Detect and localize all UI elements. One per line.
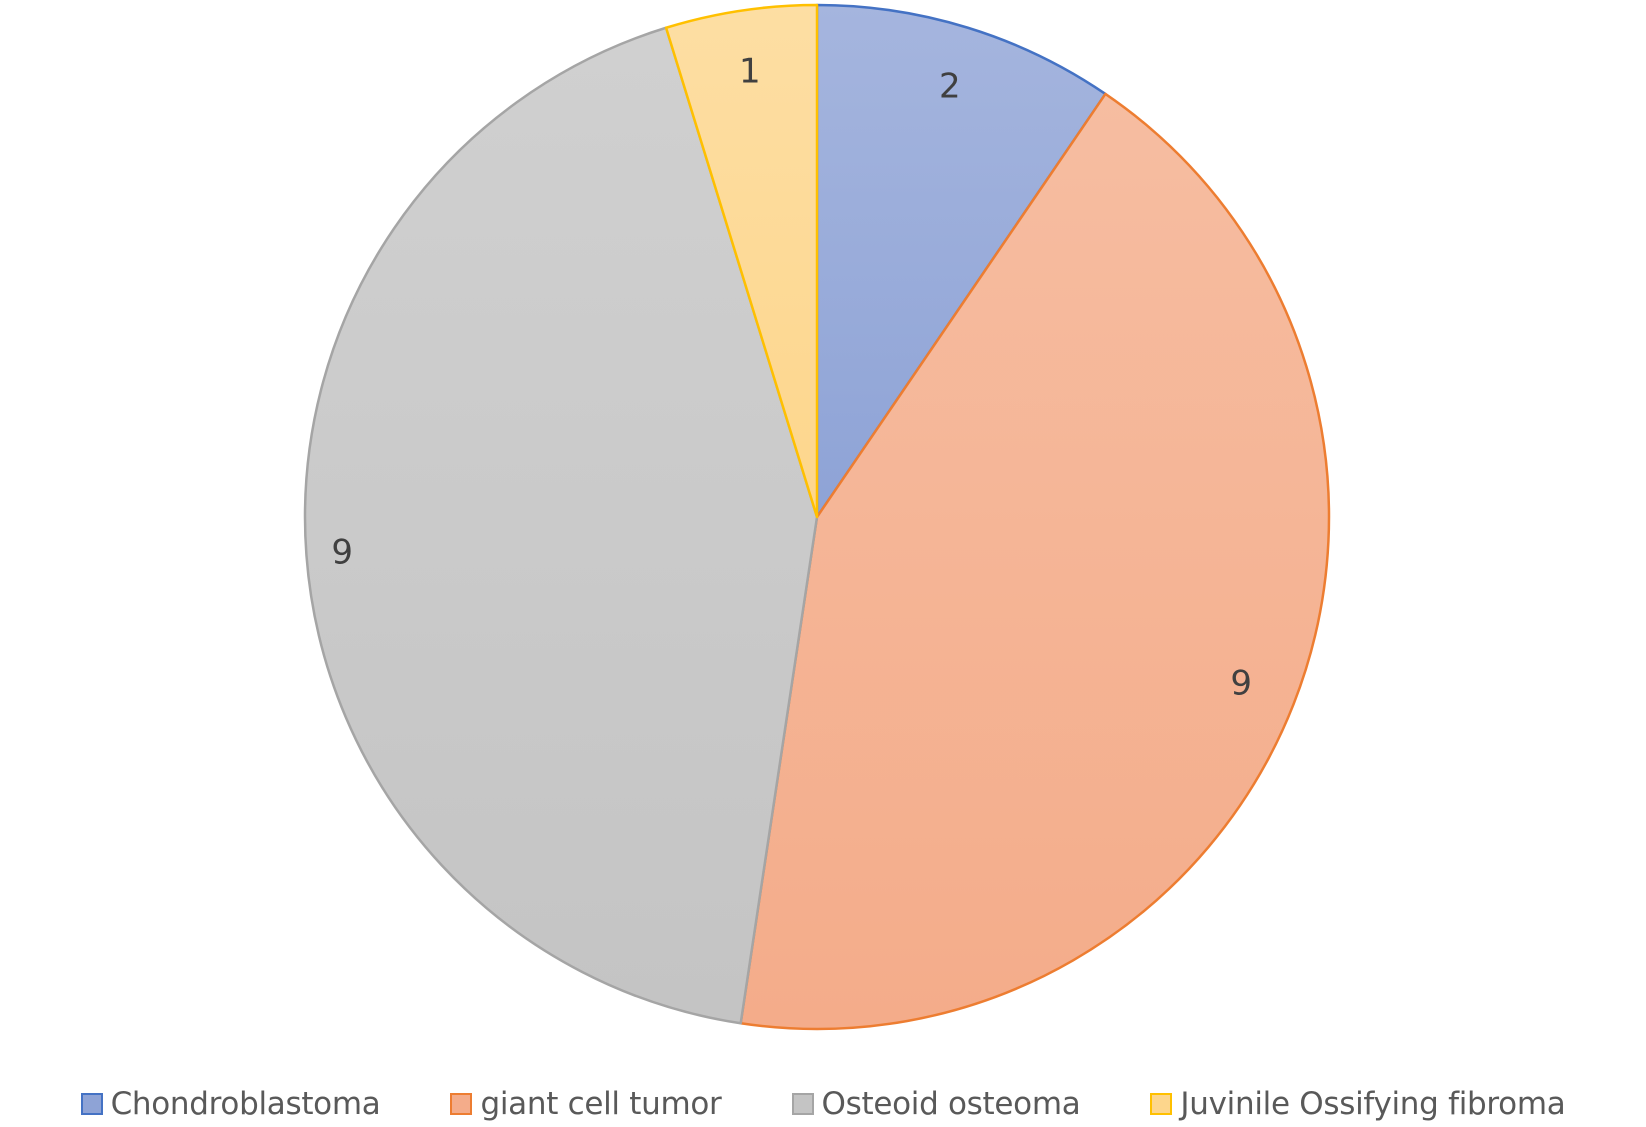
legend: Chondroblastoma giant cell tumor Osteoid… — [0, 1082, 1646, 1126]
legend-item-chondroblastoma: Chondroblastoma — [80, 1086, 381, 1122]
legend-swatch — [450, 1093, 473, 1115]
pie-slice-osteoid-osteoma — [303, 26, 819, 1025]
legend-label: Juvinile Ossifying fibroma — [1180, 1086, 1566, 1122]
data-label: 9 — [331, 533, 353, 573]
legend-item-giant-cell-tumor: giant cell tumor — [450, 1086, 722, 1122]
data-label: 1 — [739, 52, 761, 92]
legend-swatch — [791, 1093, 814, 1115]
legend-swatch — [1150, 1093, 1173, 1115]
legend-item-juvinile-ossifying-fibroma: Juvinile Ossifying fibroma — [1150, 1086, 1566, 1122]
data-label: 2 — [939, 67, 961, 107]
data-label: 9 — [1230, 664, 1252, 704]
pie-slice-chondroblastoma — [815, 3, 1107, 519]
legend-label: Chondroblastoma — [110, 1086, 381, 1122]
pie-plot-area: 2 9 9 1 — [303, 3, 1331, 1031]
pie-slice-juvinile-ossifying-fibroma — [664, 3, 819, 519]
legend-swatch — [80, 1093, 103, 1115]
pie-slice-giant-cell-tumor — [739, 92, 1331, 1031]
legend-label: Osteoid osteoma — [821, 1086, 1081, 1122]
legend-label: giant cell tumor — [480, 1086, 722, 1122]
legend-item-osteoid-osteoma: Osteoid osteoma — [791, 1086, 1081, 1122]
pie-slices — [303, 3, 1331, 1031]
pie-data-labels: 2 9 9 1 — [331, 52, 1252, 704]
